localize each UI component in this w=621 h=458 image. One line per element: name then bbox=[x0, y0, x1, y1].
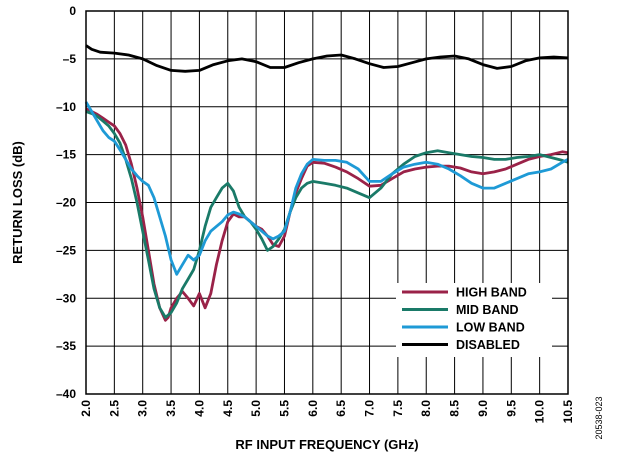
x-axis-label: RF INPUT FREQUENCY (GHz) bbox=[235, 437, 418, 452]
x-tick-label: 10.5 bbox=[561, 400, 575, 424]
y-tick-labels: 0 –5 –10 –15 –20 –25 –30 –35 –40 bbox=[56, 4, 76, 401]
figure-id: 20538-023 bbox=[594, 396, 604, 439]
series-line-disabled bbox=[85, 44, 569, 73]
x-tick-label: 5.0 bbox=[249, 400, 263, 417]
x-tick-label: 8.5 bbox=[448, 400, 462, 417]
legend-label: DISABLED bbox=[456, 338, 520, 352]
y-axis-label: RETURN LOSS (dB) bbox=[10, 141, 25, 264]
legend-label: HIGH BAND bbox=[456, 286, 527, 300]
x-tick-label: 2.5 bbox=[107, 400, 121, 417]
legend-label: MID BAND bbox=[456, 303, 519, 317]
y-tick-label: –15 bbox=[56, 148, 76, 162]
x-tick-label: 4.0 bbox=[192, 400, 206, 417]
x-tick-label: 2.0 bbox=[79, 400, 93, 417]
x-tick-label: 3.5 bbox=[164, 400, 178, 417]
legend: HIGH BAND MID BAND LOW BAND DISABLED bbox=[396, 283, 552, 357]
y-tick-label: –35 bbox=[56, 339, 76, 353]
series-line-mid-band bbox=[85, 110, 569, 319]
x-tick-label: 8.0 bbox=[419, 400, 433, 417]
series-line-low-band bbox=[84, 101, 569, 276]
y-tick-label: –10 bbox=[56, 100, 76, 114]
x-tick-label: 5.5 bbox=[277, 400, 291, 417]
y-tick-label: –30 bbox=[56, 291, 76, 305]
x-tick-label: 9.0 bbox=[476, 400, 490, 417]
y-tick-label: –5 bbox=[63, 52, 77, 66]
y-tick-label: 0 bbox=[69, 4, 76, 18]
x-tick-label: 7.0 bbox=[363, 400, 377, 417]
legend-label: LOW BAND bbox=[456, 321, 525, 335]
y-tick-label: –20 bbox=[56, 196, 76, 210]
series-line-high-band bbox=[85, 107, 569, 322]
x-tick-label: 9.5 bbox=[504, 400, 518, 417]
x-tick-label: 4.5 bbox=[221, 400, 235, 417]
x-tick-label: 6.0 bbox=[306, 400, 320, 417]
plot-frame bbox=[85, 10, 569, 395]
series-lines bbox=[84, 44, 569, 322]
y-tick-label: –40 bbox=[56, 387, 76, 401]
x-tick-label: 7.5 bbox=[391, 400, 405, 417]
x-tick-label: 10.0 bbox=[533, 400, 547, 424]
y-tick-label: –25 bbox=[56, 243, 76, 257]
x-tick-label: 6.5 bbox=[334, 400, 348, 417]
x-tick-label: 3.0 bbox=[136, 400, 150, 417]
x-tick-labels: 2.0 2.5 3.0 3.5 4.0 4.5 5.0 5.5 6.0 6.5 7.0 7.5 8.0 8… bbox=[79, 400, 575, 424]
